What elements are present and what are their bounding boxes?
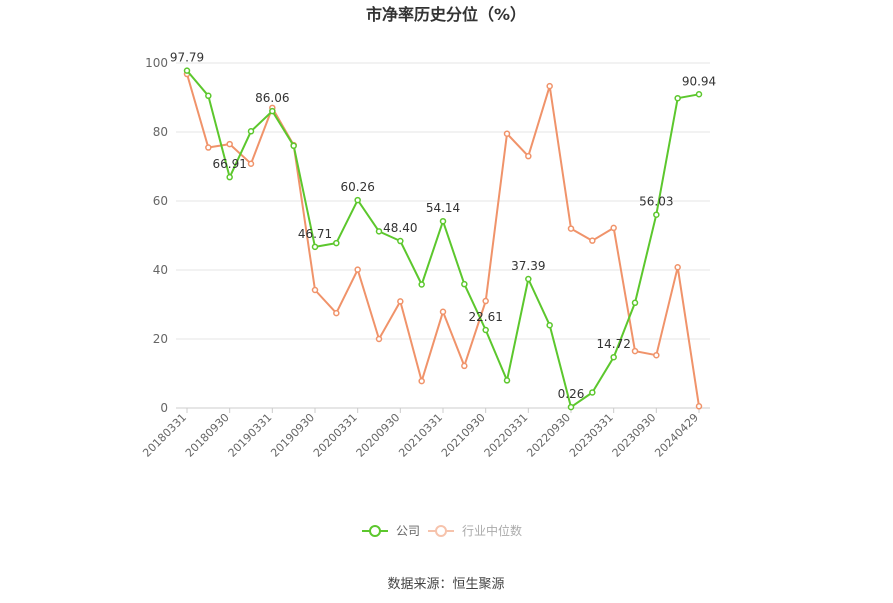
data-point: [674, 94, 681, 102]
data-point: [653, 211, 660, 218]
x-tick-label: 20190930: [268, 411, 317, 460]
data-point: [247, 128, 255, 135]
data-label: 97.79: [170, 51, 204, 65]
legend-label: 公司: [396, 524, 420, 538]
x-tick-label: 20230331: [567, 411, 616, 460]
data-label: 54.14: [426, 201, 460, 215]
data-label: 86.06: [255, 91, 289, 105]
data-label: 14.72: [596, 337, 630, 351]
data-point: [247, 160, 255, 167]
legend-item[interactable]: 公司: [362, 524, 420, 538]
data-point: [226, 140, 233, 148]
data-point: [482, 326, 489, 334]
data-point: [525, 275, 532, 283]
data-point: [311, 286, 319, 294]
data-point: [631, 347, 639, 355]
data-point: [653, 351, 660, 359]
data-point: [525, 152, 532, 160]
chart-title: 市净率历史分位（%）: [366, 5, 526, 24]
data-point: [439, 308, 447, 315]
legend-marker: [369, 525, 381, 537]
data-point: [695, 403, 703, 410]
data-point: [333, 309, 340, 317]
y-tick-label: 80: [153, 125, 168, 139]
legend-label: 行业中位数: [462, 523, 522, 538]
y-tick-label: 60: [153, 194, 168, 208]
data-point: [610, 224, 617, 232]
x-tick-label: 20240429: [652, 411, 701, 460]
x-tick-label: 20200930: [354, 411, 403, 460]
data-point: [503, 130, 511, 137]
data-point: [397, 237, 404, 245]
y-axis: 0 20 40 60 80 100: [145, 56, 168, 415]
data-point: [205, 92, 212, 100]
data-point: [290, 142, 297, 150]
x-tick-label: 20190331: [226, 411, 275, 460]
data-point: [354, 266, 361, 273]
data-label: 60.26: [340, 180, 374, 194]
data-point: [631, 299, 639, 307]
data-point: [461, 362, 468, 370]
x-tick-label: 20210930: [439, 411, 488, 460]
source-note: 数据来源：恒生聚源: [387, 577, 504, 592]
legend-item[interactable]: 行业中位数: [428, 523, 522, 538]
data-point: [589, 389, 596, 396]
legend-marker: [435, 525, 447, 537]
series-line-公司: [186, 69, 700, 409]
data-point: [226, 173, 233, 181]
y-tick-label: 100: [145, 56, 168, 70]
data-point: [674, 263, 681, 271]
data-point: [567, 225, 575, 232]
y-tick-label: 40: [153, 263, 168, 277]
data-label: 0.26: [558, 387, 585, 401]
data-point: [503, 377, 511, 384]
series-line-行业中位数: [186, 73, 700, 407]
x-tick-label: 20210331: [396, 411, 445, 460]
data-label: 37.39: [511, 259, 545, 273]
data-point: [439, 217, 447, 225]
x-tick-label: 20230930: [610, 411, 659, 460]
x-tick-label: 20220331: [482, 411, 531, 460]
y-tick-label: 0: [160, 401, 168, 415]
data-point: [589, 237, 596, 244]
data-point: [205, 144, 212, 151]
data-label: 48.40: [383, 221, 417, 235]
y-tick-label: 20: [153, 332, 168, 346]
data-point: [461, 280, 468, 288]
x-tick-label: 20180331: [140, 411, 189, 460]
data-label: 66.91: [212, 157, 246, 171]
data-point: [418, 377, 425, 385]
data-point: [333, 239, 340, 247]
data-point: [269, 107, 276, 115]
data-label: 22.61: [468, 310, 502, 324]
data-point: [183, 67, 191, 74]
data-point: [610, 353, 617, 361]
data-point: [695, 91, 703, 98]
x-tick-label: 20220930: [524, 411, 573, 460]
data-label: 90.94: [682, 74, 716, 88]
data-point: [482, 297, 489, 305]
data-point: [354, 196, 361, 204]
data-label: 56.03: [639, 195, 673, 209]
x-tick-label: 20180930: [183, 411, 232, 460]
x-axis: 2018033120180930201903312019093020200331…: [140, 408, 701, 460]
data-point: [546, 321, 553, 329]
data-point: [311, 243, 319, 251]
data-point: [418, 281, 425, 288]
data-point: [397, 298, 404, 305]
legend[interactable]: 公司 行业中位数: [362, 523, 522, 538]
x-tick-label: 20200331: [311, 411, 360, 460]
data-label: 46.71: [298, 227, 332, 241]
grid-lines: [176, 62, 710, 409]
data-point: [546, 82, 553, 90]
data-labels: 97.79 66.91 86.06 46.71 60.26 48.40 54.14 22.61…: [170, 51, 716, 401]
data-point: [375, 228, 383, 235]
data-point: [375, 335, 383, 343]
data-point: [567, 403, 575, 411]
series-layer: [183, 67, 703, 411]
